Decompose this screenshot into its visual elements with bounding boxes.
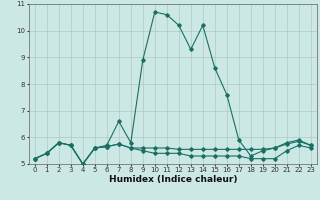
X-axis label: Humidex (Indice chaleur): Humidex (Indice chaleur): [108, 175, 237, 184]
